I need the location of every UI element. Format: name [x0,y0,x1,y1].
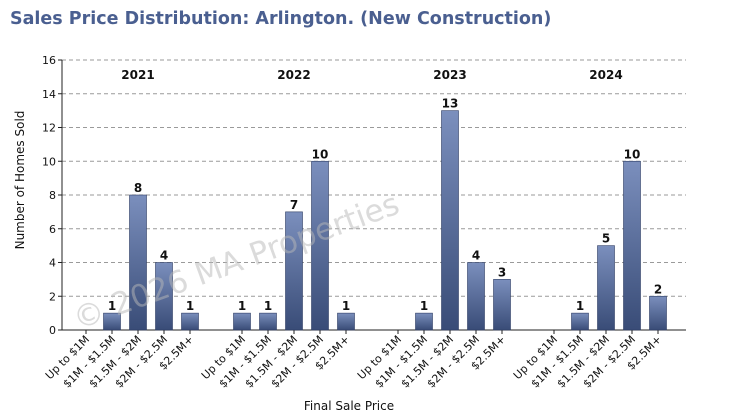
bar-value-label: 8 [134,181,142,195]
bar-value-label: 1 [420,299,428,313]
bar [285,211,303,331]
bar [259,312,277,331]
bar [623,160,641,331]
grid-lines [62,59,686,297]
bar-value-label: 1 [342,299,350,313]
y-tick-label: 6 [49,223,56,236]
bar [337,312,355,331]
group-label: 2022 [277,68,310,82]
y-tick-label: 8 [49,189,56,202]
x-axis-label: Final Sale Price [304,399,394,413]
bar [311,160,329,331]
bar [597,245,615,331]
bar [415,312,433,331]
y-tick-label: 0 [49,324,56,337]
bars [103,110,667,331]
y-tick-label: 2 [49,290,56,303]
bar [493,279,511,331]
bar-value-label: 4 [160,249,168,263]
bar [103,312,121,331]
bar [155,262,173,331]
y-tick-label: 10 [42,155,56,168]
bar-value-label: 3 [498,265,506,279]
bar [571,312,589,331]
group-label: 2021 [121,68,154,82]
bar-value-label: 10 [624,147,641,161]
y-tick-label: 14 [42,88,56,101]
bar-value-label: 10 [312,147,329,161]
group-label: 2024 [589,68,622,82]
bar-value-label: 1 [576,299,584,313]
bar-value-label: 1 [264,299,272,313]
bar-value-label: 7 [290,198,298,212]
page-title: Sales Price Distribution: Arlington. (Ne… [10,9,552,29]
y-tick-label: 12 [42,122,56,135]
bar-value-label: 5 [602,232,610,246]
bar [129,194,147,331]
bar [181,312,199,331]
y-tick-label: 4 [49,257,56,270]
bar-value-label: 1 [238,299,246,313]
bar-value-label: 1 [186,299,194,313]
y-tick-label: 16 [42,54,56,67]
bar [649,295,667,331]
bar-value-label: 2 [654,282,662,296]
y-axis-label: Number of Homes Sold [13,111,27,250]
bar [467,262,485,331]
bar-value-label: 13 [442,97,459,111]
bar-value-label: 1 [108,299,116,313]
group-label: 2023 [433,68,466,82]
bar [441,110,459,331]
bar [233,312,251,331]
bar-value-label: 4 [472,249,480,263]
